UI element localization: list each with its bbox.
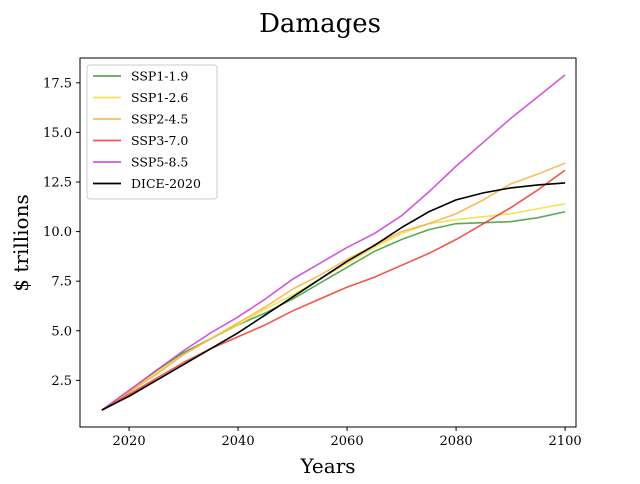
y-tick-label: 10.0	[43, 225, 72, 240]
axis-ticks: 2020 2040 2060 2080 2100 2.5 5.0 7.5 10.0 12.5 15.…	[43, 76, 582, 449]
chart-title: Damages	[259, 9, 381, 39]
x-tick-label: 2080	[440, 434, 473, 449]
legend-label-ssp3-7-0: SSP3-7.0	[131, 133, 188, 148]
y-tick-label: 17.5	[43, 76, 72, 91]
plot-area	[101, 74, 566, 411]
x-tick-label: 2100	[549, 434, 582, 449]
legend-label-dice-2020: DICE-2020	[131, 176, 201, 191]
legend: SSP1-1.9 SSP1-2.6 SSP2-4.5 SSP3-7.0 SSP5-8.5…	[86, 64, 218, 200]
series-line-ssp3-7-0	[101, 169, 566, 411]
y-tick-label: 7.5	[51, 275, 72, 290]
x-tick-label: 2060	[331, 434, 364, 449]
series-line-ssp5-8-5	[101, 74, 566, 411]
legend-label-ssp1-2-6: SSP1-2.6	[131, 90, 188, 105]
legend-label-ssp5-8-5: SSP5-8.5	[131, 155, 188, 170]
y-tick-label: 12.5	[43, 175, 72, 190]
x-tick-label: 2040	[222, 434, 255, 449]
x-tick-label: 2020	[113, 434, 146, 449]
y-axis-label: $ trillions	[9, 194, 33, 291]
x-axis-label: Years	[299, 454, 355, 478]
series-line-ssp1-1-9	[101, 210, 566, 411]
series-line-ssp2-4-5	[101, 162, 566, 411]
y-tick-label: 15.0	[43, 126, 72, 141]
series-line-dice-2020	[101, 182, 566, 411]
axes-frame	[79, 57, 577, 428]
legend-label-ssp1-1-9: SSP1-1.9	[131, 69, 188, 84]
y-tick-label: 2.5	[51, 374, 72, 389]
series-line-ssp1-2-6	[101, 203, 566, 411]
legend-label-ssp2-4-5: SSP2-4.5	[131, 112, 188, 127]
y-tick-label: 5.0	[51, 324, 72, 339]
legend-box	[86, 64, 218, 200]
